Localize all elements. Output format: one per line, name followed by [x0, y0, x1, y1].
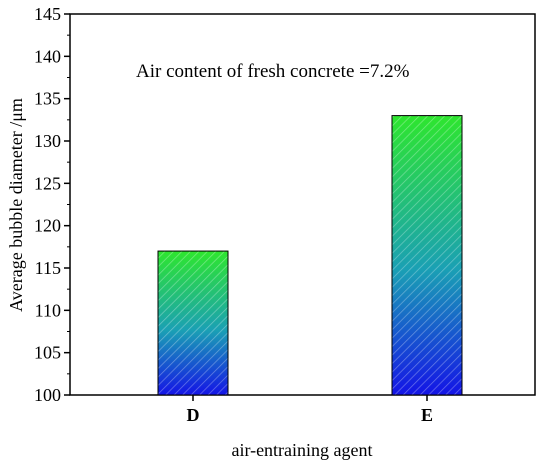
y-tick-label: 135 [34, 89, 61, 109]
y-tick-label: 120 [34, 216, 61, 236]
bar-e [391, 115, 463, 396]
y-tick-label: 130 [34, 131, 61, 151]
bar-hatch [391, 115, 463, 396]
y-tick-label: 105 [34, 343, 61, 363]
bars [157, 115, 463, 396]
bar-hatch [157, 250, 229, 396]
y-tick-label: 140 [34, 46, 61, 66]
y-tick-label: 125 [34, 173, 61, 193]
y-tick-label: 115 [35, 258, 61, 278]
x-tick-label: E [421, 405, 433, 425]
y-tick-label: 110 [35, 300, 61, 320]
y-axis-title: Average bubble diameter /μm [6, 98, 26, 312]
x-axis-title: air-entraining agent [231, 440, 372, 460]
x-tick-label: D [187, 405, 200, 425]
bar-d [157, 250, 229, 396]
y-tick-label: 145 [34, 4, 61, 24]
y-axis-ticks: 100 105 110 115 120 125 130 135 140 145 [34, 4, 70, 405]
y-tick-label: 100 [34, 385, 61, 405]
chart-annotation: Air content of fresh concrete =7.2% [136, 61, 410, 82]
